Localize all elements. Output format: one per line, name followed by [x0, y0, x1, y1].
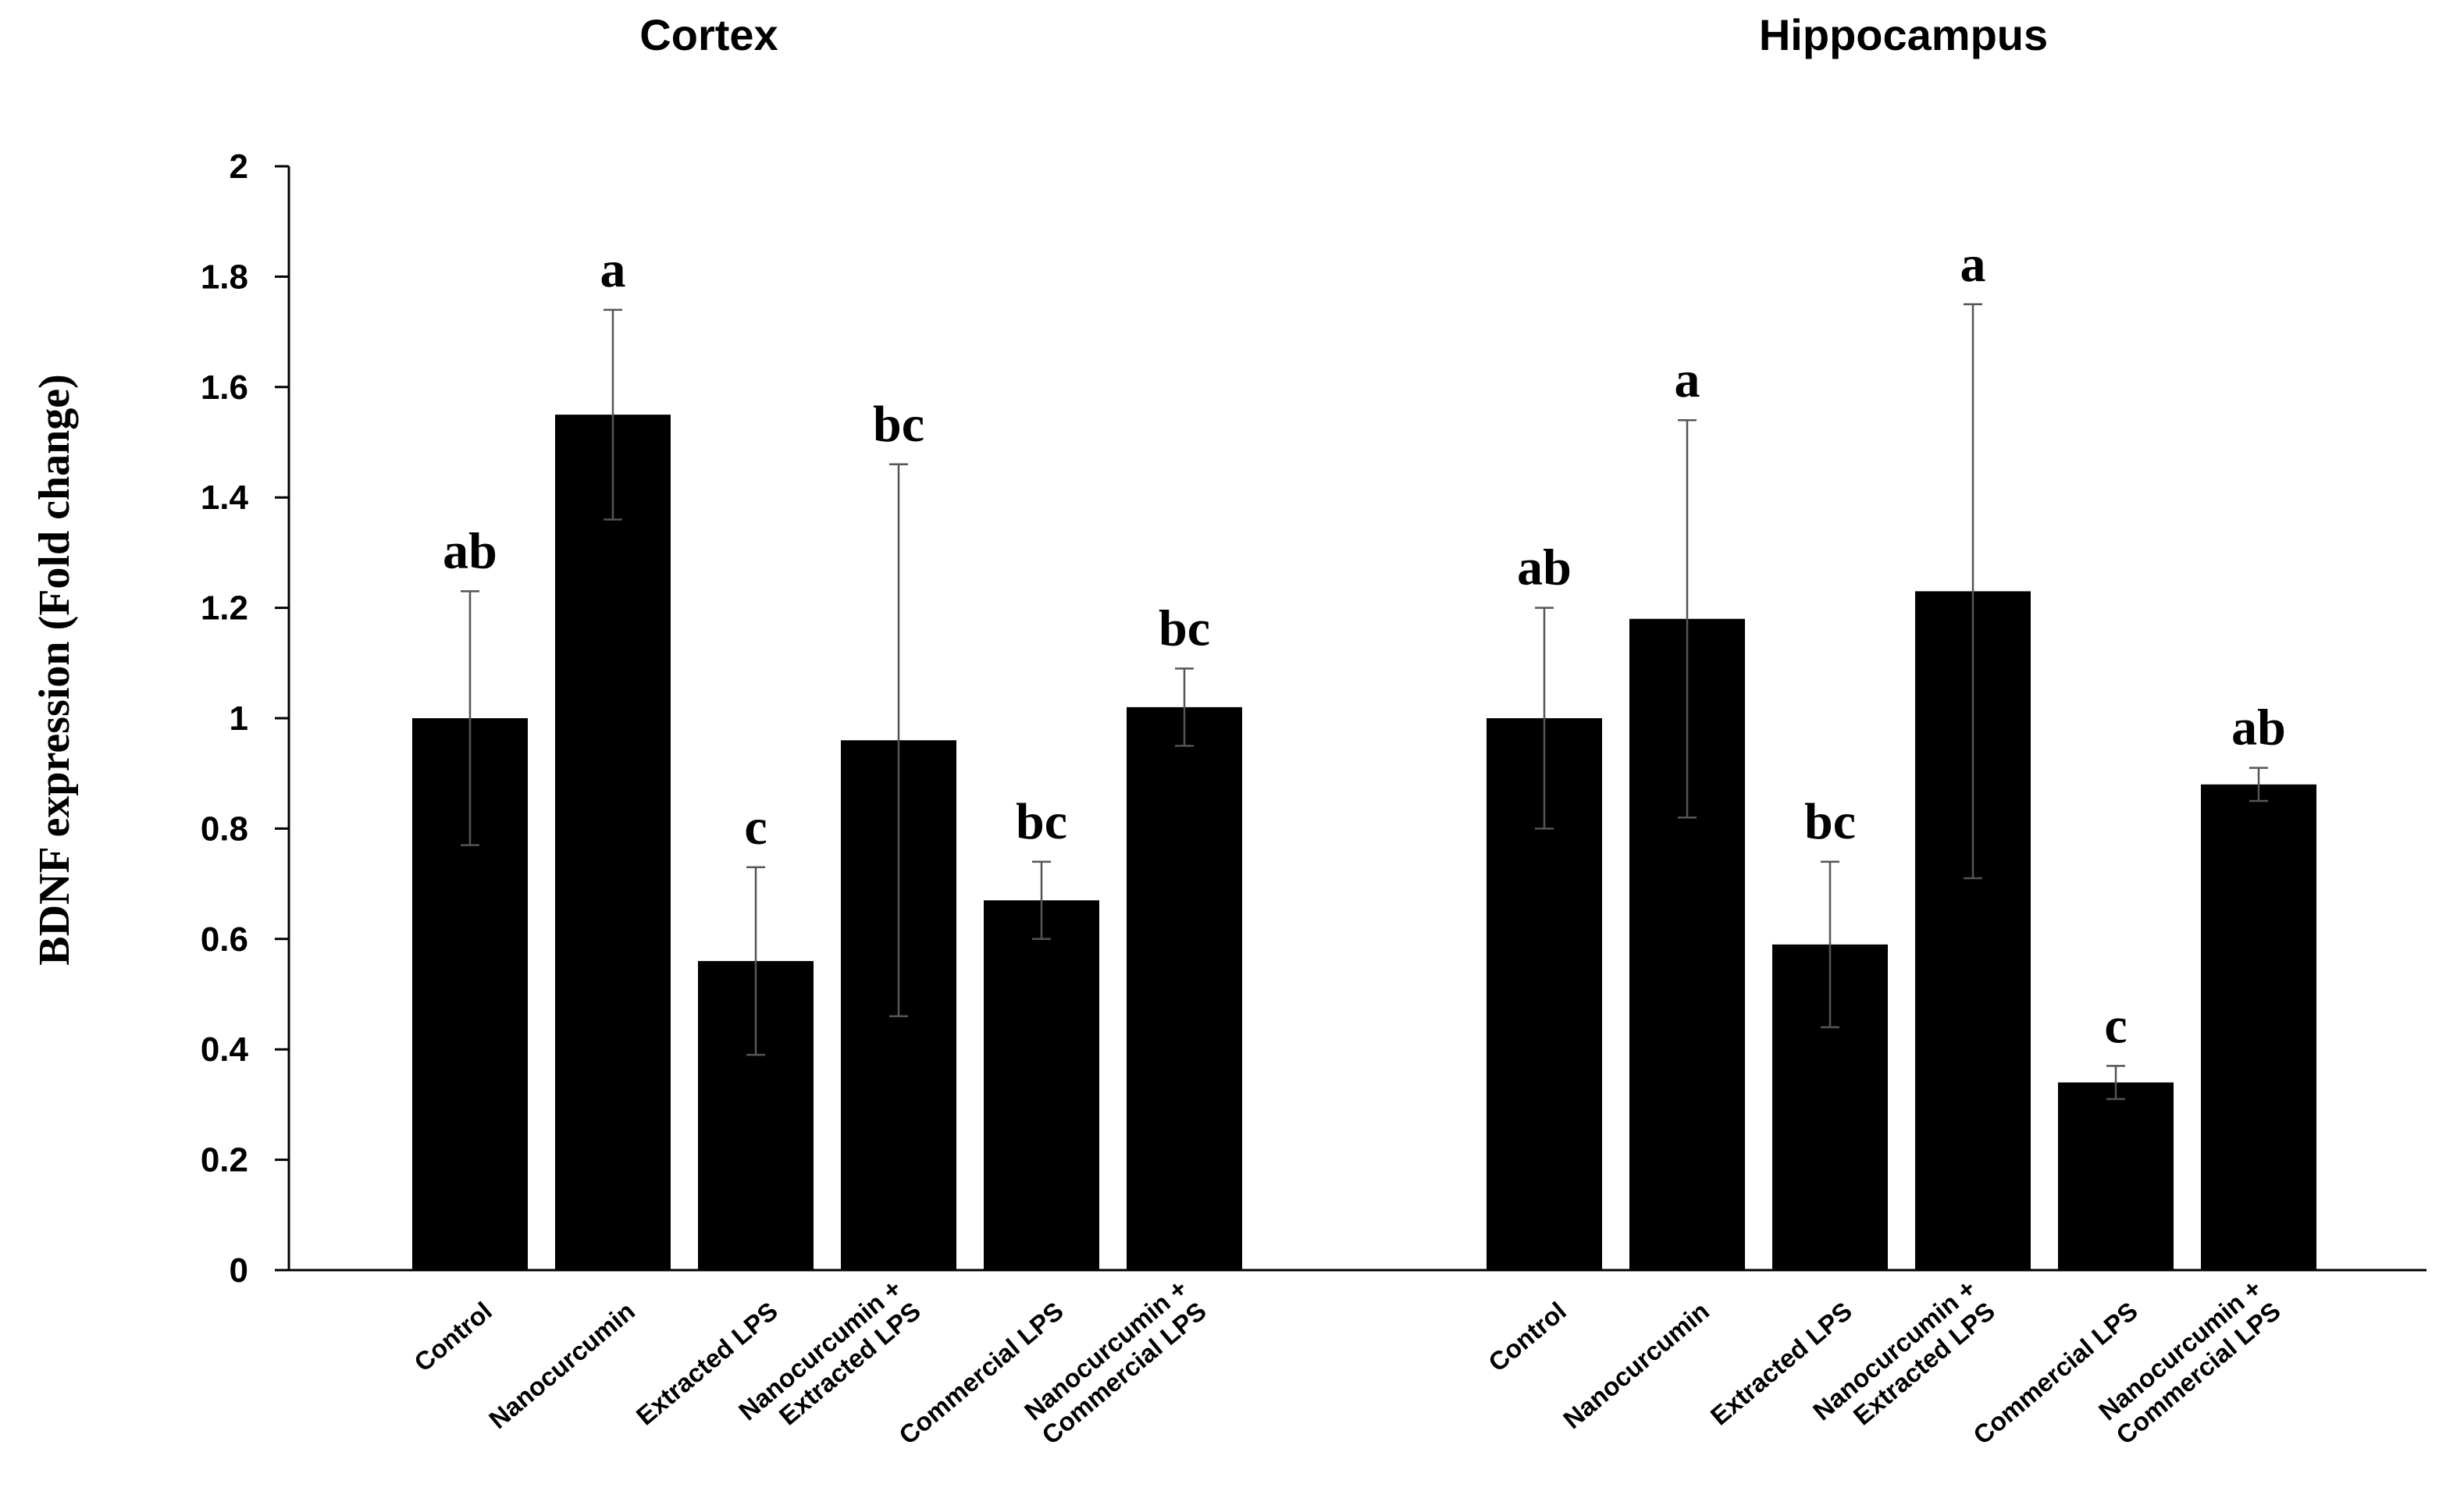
- significance-labels: ab a c bc bc bc ab a bc a c ab: [443, 236, 2286, 1055]
- panel-title-hippocampus: Hippocampus: [1759, 10, 2048, 59]
- x-tick-label: Control: [408, 1296, 497, 1377]
- y-tick-label: 0.2: [201, 1141, 248, 1180]
- y-tick-label: 1.8: [201, 258, 248, 296]
- x-tick-label: Control: [1483, 1296, 1572, 1377]
- y-tick-label: 1.4: [201, 479, 249, 517]
- y-tick-label: 0: [230, 1251, 248, 1290]
- y-tick-label: 2: [230, 148, 248, 186]
- y-tick-label: 0.6: [201, 920, 248, 959]
- panel-title-cortex: Cortex: [639, 10, 778, 59]
- bar: [555, 415, 671, 1270]
- significance-label: c: [744, 799, 767, 856]
- bar: [2058, 1082, 2174, 1270]
- y-axis-label: BDNF expression (Fold change): [30, 374, 79, 966]
- y-tick-label: 1.6: [201, 368, 248, 407]
- significance-label: a: [1960, 236, 1986, 293]
- bar: [984, 900, 1099, 1270]
- bar: [2201, 784, 2316, 1270]
- significance-label: a: [600, 241, 626, 298]
- significance-label: ab: [443, 522, 497, 579]
- significance-label: bc: [1016, 793, 1067, 850]
- significance-label: bc: [1804, 793, 1856, 850]
- x-tick-label: Nanocurcumin: [483, 1296, 640, 1434]
- significance-label: ab: [2231, 699, 2286, 756]
- x-tick-label-line: Nanocurcumin: [483, 1296, 640, 1434]
- significance-label: bc: [873, 396, 924, 453]
- significance-label: c: [2104, 997, 2127, 1054]
- y-tick-label: 1.2: [201, 589, 248, 628]
- y-tick-label: 0.4: [201, 1030, 249, 1069]
- x-tick-label-line: Nanocurcumin: [1558, 1296, 1714, 1434]
- significance-label: a: [1675, 351, 1700, 408]
- bar: [1127, 706, 1242, 1270]
- x-tick-label-line: Control: [1483, 1296, 1572, 1377]
- bars: [412, 415, 2316, 1270]
- y-ticks: 0 0.2 0.4 0.6 0.8 1 1.2 1.4 1.6 1.8 2: [201, 148, 289, 1290]
- error-bars: [461, 303, 2268, 1101]
- significance-label: bc: [1159, 600, 1210, 657]
- significance-label: ab: [1517, 539, 1572, 596]
- x-tick-label: Nanocurcumin: [1558, 1296, 1714, 1434]
- x-tick-label-line: Control: [408, 1296, 497, 1377]
- y-tick-label: 0.8: [201, 810, 248, 848]
- y-tick-label: 1: [230, 699, 248, 738]
